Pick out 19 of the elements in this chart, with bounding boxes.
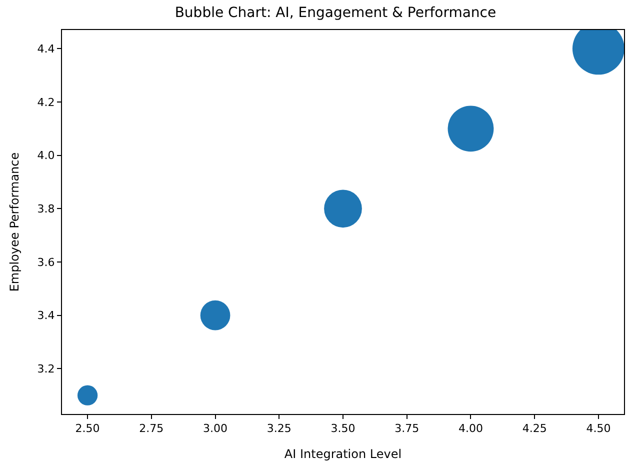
y-tick-label: 4.2: [37, 96, 55, 109]
x-tick-label: 3.25: [266, 422, 292, 436]
x-tick-label: 4.00: [458, 422, 483, 436]
x-tick-label: 3.50: [330, 422, 356, 436]
x-tick-label: 4.50: [586, 422, 611, 436]
x-tick-label: 4.25: [522, 422, 547, 436]
y-tick-label: 3.4: [37, 309, 55, 322]
y-axis-title: Employee Performance: [8, 152, 22, 292]
y-tick-label: 3.8: [37, 202, 55, 216]
chart-title: Bubble Chart: AI, Engagement & Performance: [174, 4, 496, 21]
y-tick-label: 4.0: [37, 149, 55, 162]
x-tick-label: 3.00: [203, 422, 228, 436]
x-axis-title: AI Integration Level: [284, 447, 402, 462]
x-tick-label: 2.75: [139, 422, 164, 436]
y-tick-label: 3.6: [37, 256, 55, 269]
y-tick-label: 3.2: [37, 362, 55, 376]
x-tick-label: 2.50: [75, 422, 100, 436]
x-tick-label: 3.75: [394, 422, 420, 436]
y-tick-label: 4.4: [37, 42, 55, 56]
